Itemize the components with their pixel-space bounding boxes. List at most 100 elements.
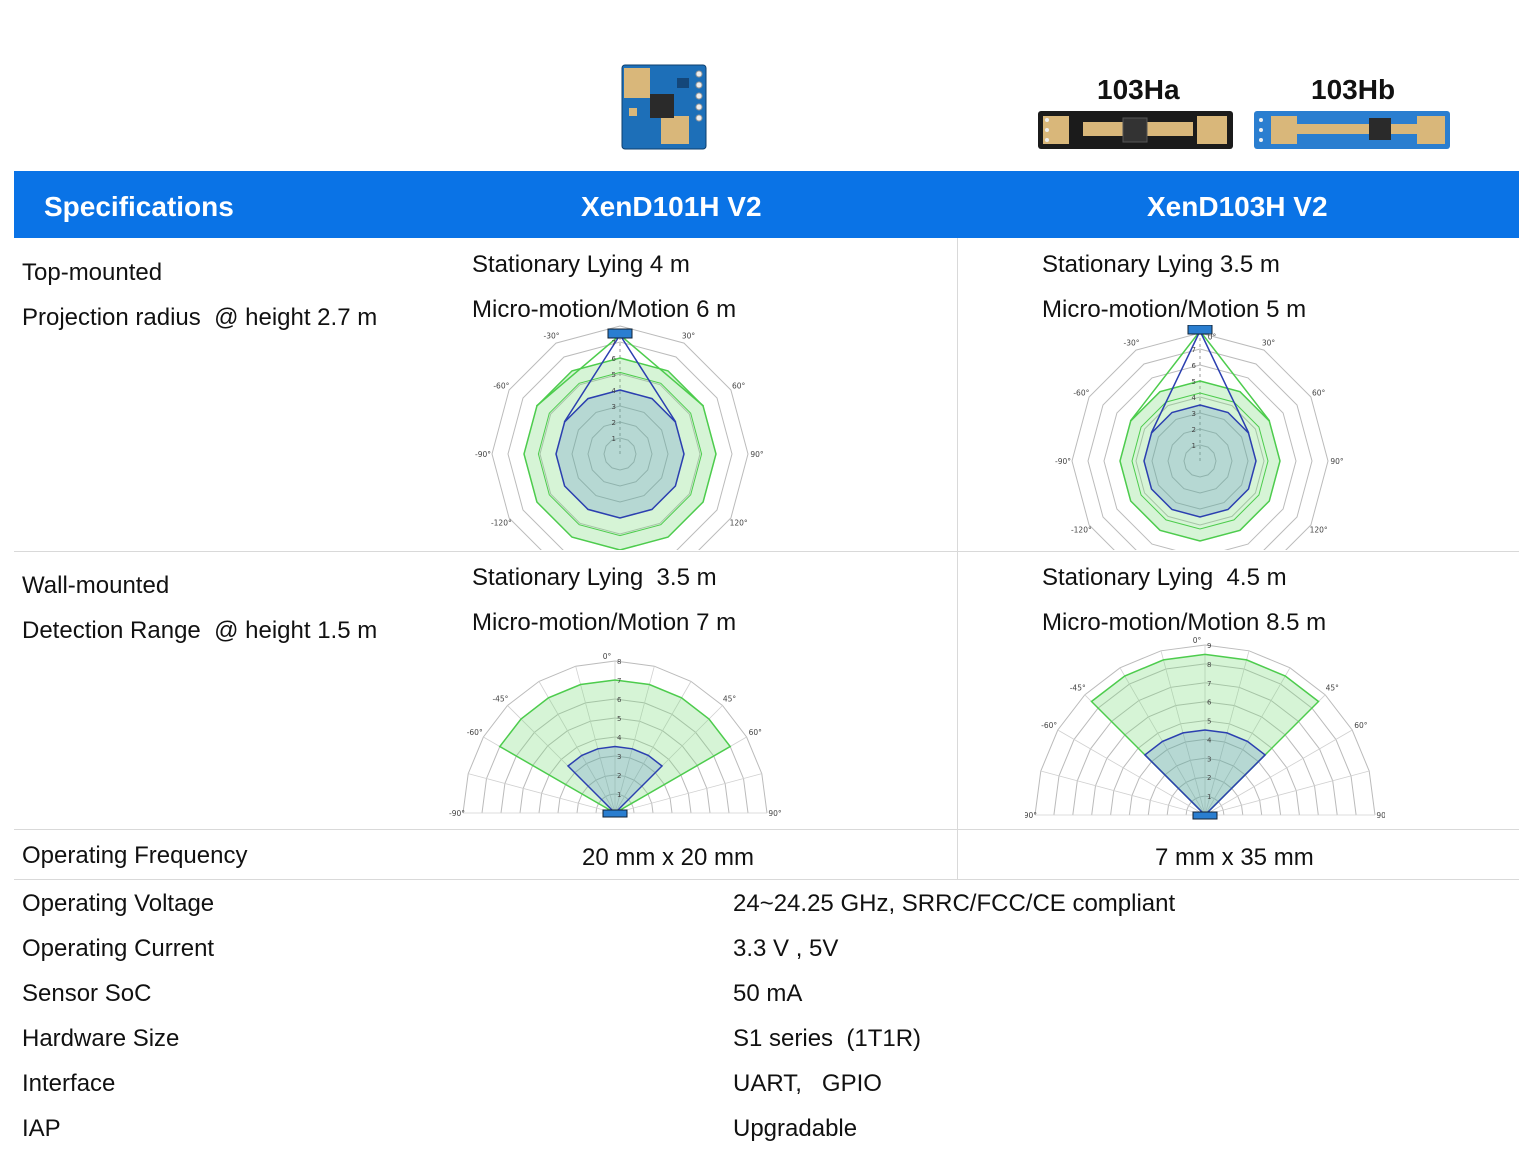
polar-ring <box>1135 396 1265 526</box>
ring-label: 3 <box>612 403 616 411</box>
xend103ha-module-image <box>1037 110 1234 150</box>
ring-label: 5 <box>617 715 621 723</box>
ring-label: 3 <box>617 753 621 761</box>
angle-label: 90° <box>768 809 782 818</box>
ring-label: 1 <box>1207 793 1211 801</box>
angle-label: -90° <box>449 809 465 818</box>
motion-zone-inner <box>537 371 703 537</box>
frequency-model-2-value: 7 mm x 35 mm <box>1155 844 1314 871</box>
angle-label: -120° <box>491 519 512 528</box>
wall-101-motion: Micro-motion/Motion 7 m <box>472 609 737 636</box>
ring-label: 2 <box>1192 426 1196 434</box>
spec-label: Operating Voltage <box>22 890 215 917</box>
angle-label: -30° <box>544 331 560 340</box>
angle-label: -90° <box>1025 811 1037 820</box>
sensor-icon <box>1187 325 1213 335</box>
ring-label: 4 <box>1192 394 1197 402</box>
angle-label: -90° <box>1055 457 1071 466</box>
spec-value: Upgradable <box>733 1115 858 1142</box>
polar-spoke <box>575 666 616 814</box>
angle-label: -90° <box>475 450 491 459</box>
variant-b-title: 103Hb <box>1311 74 1396 105</box>
spec-value: 24~24.25 GHz, SRRC/FCC/CE compliant <box>733 890 1176 917</box>
xend101h-module-image <box>621 64 707 150</box>
polar-ring <box>1167 428 1233 494</box>
angle-label: 60° <box>749 728 763 737</box>
angle-label: 90° <box>1330 457 1344 466</box>
angle-label: 0° <box>1208 332 1217 341</box>
row-divider <box>14 551 1519 552</box>
sensor-icon <box>1192 811 1218 820</box>
top-mounted-label: Top-mounted <box>22 259 163 286</box>
ring-label: 1 <box>612 435 616 443</box>
ring-label: 3 <box>1192 410 1196 418</box>
angle-label: 90° <box>750 450 764 459</box>
polar-spoke <box>1204 770 1370 816</box>
angle-label: 45° <box>1326 684 1340 693</box>
spec-label: IAP <box>22 1115 61 1142</box>
ring-label: 6 <box>617 696 622 704</box>
angle-label: 90° <box>1376 811 1385 820</box>
polar-ring <box>507 341 733 550</box>
ring-label: 7 <box>612 339 616 347</box>
angle-label: 45° <box>723 694 737 703</box>
polar-spoke <box>614 681 692 814</box>
angle-label: 60° <box>1312 389 1326 398</box>
angle-label: -60° <box>1073 389 1089 398</box>
ring-label: 7 <box>617 677 621 685</box>
polar-ring <box>1087 348 1313 550</box>
polar-spoke <box>1040 770 1206 816</box>
ring-label: 4 <box>617 734 622 742</box>
ring-label: 6 <box>1192 362 1197 370</box>
polar-ring <box>603 437 637 471</box>
top-103-motion: Micro-motion/Motion 5 m <box>1042 296 1307 323</box>
row-divider <box>14 879 1519 880</box>
angle-label: -60° <box>1041 721 1057 730</box>
sensor-icon <box>607 328 633 339</box>
ring-label: 8 <box>617 658 621 666</box>
wall-mounted-label: Wall-mounted <box>22 572 170 599</box>
angle-label: 120° <box>730 519 748 528</box>
spec-label: Sensor SoC <box>22 980 152 1007</box>
ring-label: 2 <box>617 772 621 780</box>
angle-label: -30° <box>1124 338 1140 347</box>
operating-frequency-label: Operating Frequency <box>22 842 248 869</box>
frequency-model-1-value: 20 mm x 20 mm <box>582 844 755 871</box>
wall-103-stationary: Stationary Lying 4.5 m <box>1042 564 1287 591</box>
motion-zone-inner <box>1131 392 1269 530</box>
spec-label: Hardware Size <box>22 1025 180 1052</box>
polar-ring <box>1183 444 1217 478</box>
spec-value: S1 series (1T1R) <box>733 1025 922 1052</box>
polar-ring <box>587 421 653 487</box>
spec-label: Interface <box>22 1070 116 1097</box>
variant-a-title: 103Ha <box>1097 74 1180 105</box>
polar-spoke <box>538 681 616 814</box>
wall-mounted-101-coverage-chart: 1 2 3 4 5 6 7 8 0° -45° 45° -60° 60° -90° 90° <box>449 652 782 818</box>
spec-value: 50 mA <box>733 980 803 1007</box>
wall-101-stationary: Stationary Lying 3.5 m <box>472 564 717 591</box>
xend103hb-module-image <box>1253 110 1451 150</box>
polar-ring <box>1103 364 1297 550</box>
motion-zone <box>1090 653 1320 817</box>
top-mounted-101-coverage-chart: 1234567-30°30°-60°60°-90°90°-120°120°-15… <box>475 325 764 550</box>
ring-label: 5 <box>1192 378 1196 386</box>
ring-label: 3 <box>1207 755 1211 763</box>
ring-label: 5 <box>612 371 616 379</box>
stationary-zone <box>566 745 664 815</box>
ring-label: 4 <box>612 387 617 395</box>
ring-label: 9 <box>1207 642 1211 650</box>
ring-label: 1 <box>617 791 621 799</box>
angle-label: -60° <box>467 728 483 737</box>
detection-range-label: Detection Range @ height 1.5 m <box>22 617 378 644</box>
ring-label: 6 <box>612 355 617 363</box>
ring-label: 8 <box>1207 661 1211 669</box>
angle-label: -60° <box>493 382 509 391</box>
polar-ring <box>539 373 701 535</box>
ring-label: 5 <box>1207 718 1211 726</box>
top-101-motion: Micro-motion/Motion 6 m <box>472 296 737 323</box>
top-101-stationary: Stationary Lying 4 m <box>472 251 690 278</box>
angle-label: -45° <box>1070 684 1086 693</box>
polar-spoke <box>1204 729 1353 816</box>
ring-label: 2 <box>1207 774 1211 782</box>
